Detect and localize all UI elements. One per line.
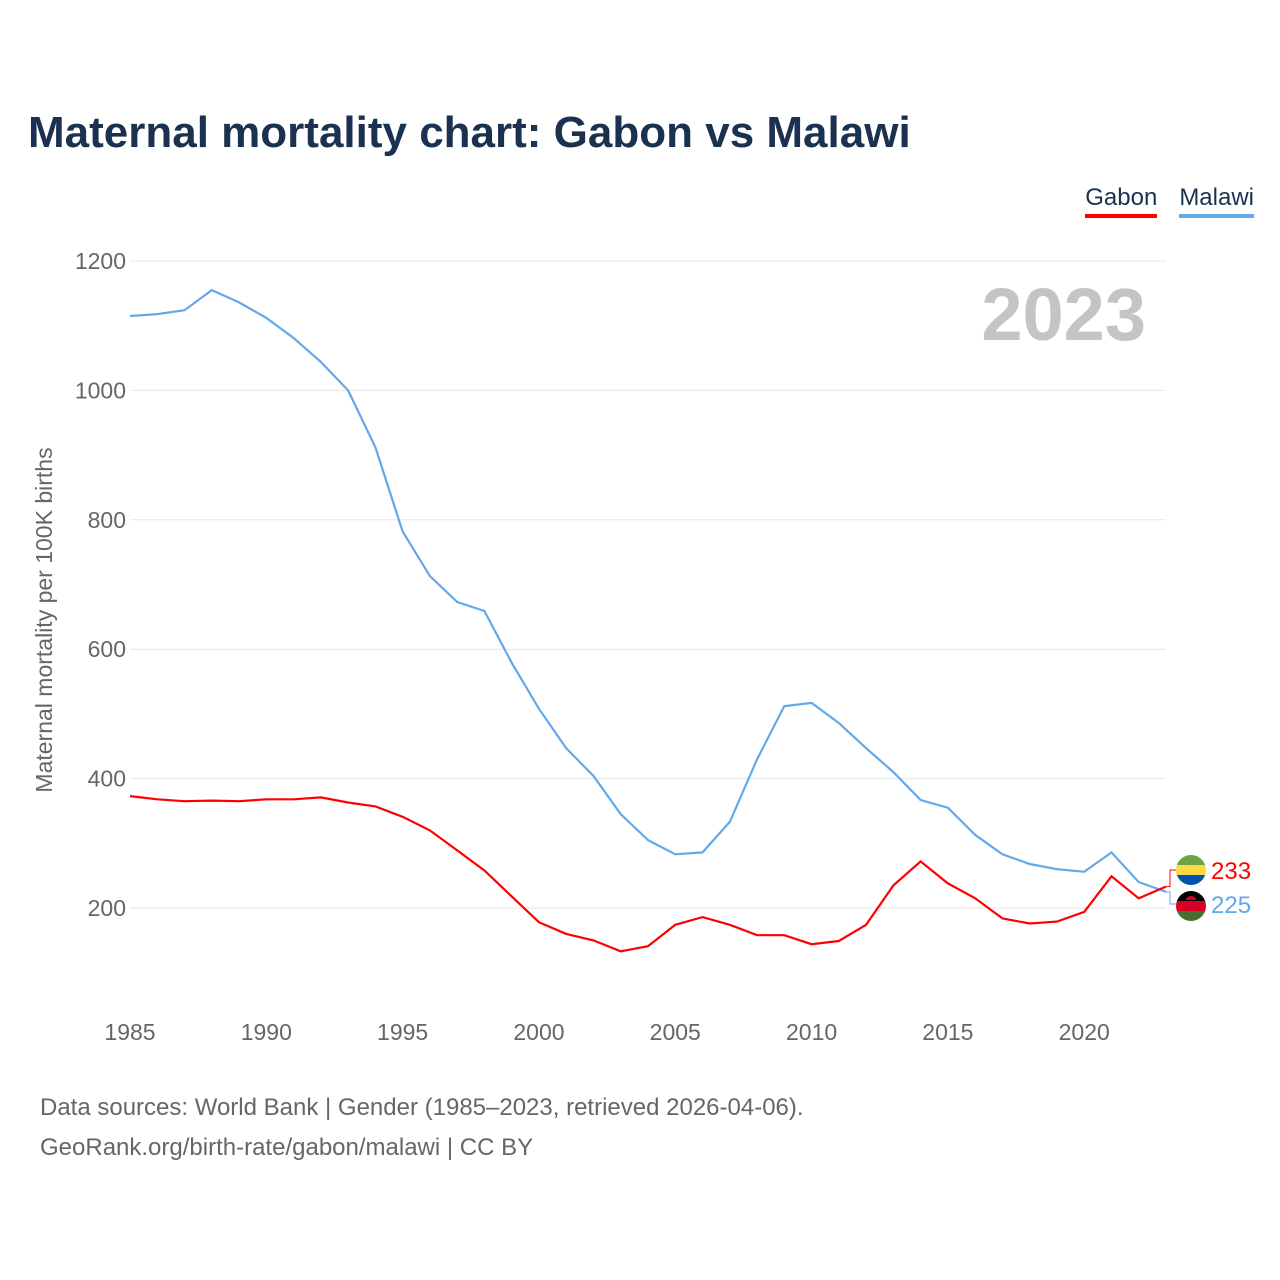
chart-title: Maternal mortality chart: Gabon vs Malaw… (28, 108, 911, 157)
x-tick-label: 2005 (650, 1019, 701, 1045)
legend: Gabon Malawi (1085, 184, 1254, 218)
y-tick-label: 800 (88, 507, 126, 533)
end-value-label-gabon: 233 (1211, 858, 1251, 885)
malawi-flag-icon (1176, 891, 1206, 921)
x-tick-label: 1990 (241, 1019, 292, 1045)
y-tick-label: 1200 (75, 248, 126, 274)
x-tick-label: 1995 (377, 1019, 428, 1045)
end-value-label-malawi: 225 (1211, 892, 1251, 919)
x-tick-label: 2015 (922, 1019, 973, 1045)
y-tick-label: 1000 (75, 377, 126, 403)
y-tick-label: 200 (88, 895, 126, 921)
y-tick-label: 400 (88, 766, 126, 792)
year-watermark: 2023 (981, 273, 1146, 356)
end-connector (1166, 891, 1176, 905)
source-line-1: Data sources: World Bank | Gender (1985–… (40, 1094, 804, 1121)
legend-malawi[interactable]: Malawi (1179, 184, 1254, 218)
x-tick-label: 1985 (104, 1019, 155, 1045)
end-connector (1166, 869, 1176, 888)
series-line-gabon (129, 795, 1167, 953)
x-tick-label: 2010 (786, 1019, 837, 1045)
series-line-malawi (129, 288, 1167, 893)
x-tick-label: 2000 (513, 1019, 564, 1045)
y-axis-label: Maternal mortality per 100K births (31, 447, 57, 792)
y-tick-label: 600 (88, 636, 126, 662)
legend-gabon[interactable]: Gabon (1085, 184, 1158, 218)
source-note: Data sources: World Bank | Gender (1985–… (40, 1088, 804, 1168)
gabon-flag-icon (1176, 855, 1206, 885)
source-line-2[interactable]: GeoRank.org/birth-rate/gabon/malawi | CC… (40, 1134, 534, 1161)
x-tick-label: 2020 (1059, 1019, 1110, 1045)
